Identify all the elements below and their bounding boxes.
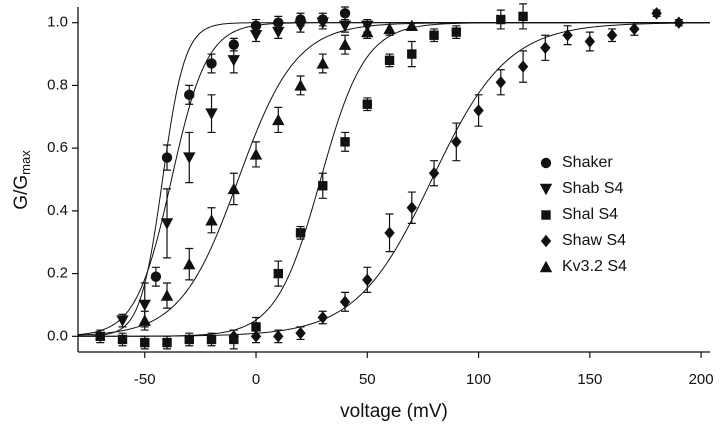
- data-point: [272, 113, 285, 126]
- y-axis-title-sub: max: [18, 150, 33, 175]
- fit-curve: [78, 22, 710, 336]
- data-point: [206, 334, 217, 345]
- y-tick-label: 0.0: [47, 327, 68, 344]
- fit-curve: [78, 22, 710, 337]
- data-point: [496, 14, 506, 25]
- legend-marker: [540, 234, 552, 248]
- y-axis-title-group: G/Gmax: [11, 150, 33, 210]
- data-point: [384, 226, 395, 240]
- data-point: [272, 26, 285, 39]
- fit-curve: [78, 22, 710, 336]
- y-tick-label: 1.0: [47, 14, 68, 31]
- x-axis-title: voltage (mV): [340, 401, 448, 422]
- legend-marker: [540, 157, 552, 169]
- data-point: [383, 22, 396, 35]
- data-point: [384, 55, 395, 66]
- legend-label: Shaw S4: [562, 232, 626, 249]
- data-point: [338, 38, 352, 50]
- data-point: [540, 41, 551, 54]
- y-axis-title: G/Gmax: [11, 150, 33, 210]
- data-point: [206, 58, 217, 69]
- data-point: [584, 35, 596, 48]
- data-point: [429, 30, 439, 40]
- data-point: [160, 289, 174, 301]
- data-point: [117, 334, 128, 345]
- data-point: [251, 322, 261, 332]
- data-point: [294, 79, 307, 91]
- data-point: [295, 326, 306, 340]
- data-point: [205, 108, 218, 120]
- y-tick-label: 0.8: [47, 76, 68, 93]
- data-point: [184, 334, 194, 345]
- data-point: [183, 257, 196, 270]
- x-tick-label: 150: [577, 371, 602, 388]
- data-point: [629, 22, 640, 36]
- y-tick-label: 0.4: [47, 202, 68, 219]
- x-tick-label: 50: [359, 371, 376, 388]
- data-point: [161, 152, 173, 163]
- legend-label: Shal S4: [562, 206, 618, 223]
- data-point: [428, 167, 440, 180]
- data-point: [250, 330, 262, 343]
- legend-label: Kv3.2 S4: [562, 258, 627, 275]
- data-point: [294, 20, 307, 33]
- x-tick-label: 100: [466, 371, 491, 388]
- data-point: [273, 330, 284, 343]
- data-point: [295, 228, 306, 238]
- data-point: [518, 11, 528, 22]
- data-point: [405, 19, 419, 32]
- data-point: [338, 20, 352, 33]
- data-point: [651, 7, 662, 20]
- data-point: [160, 218, 174, 230]
- y-tick-label: 0.6: [47, 139, 68, 156]
- data-point: [228, 330, 239, 343]
- legend-label: Shab S4: [562, 180, 623, 197]
- data-point: [517, 60, 529, 73]
- x-tick-label: 0: [252, 371, 260, 388]
- data-point: [451, 27, 462, 37]
- data-point: [317, 311, 328, 324]
- data-point: [273, 268, 283, 279]
- data-point: [138, 299, 151, 312]
- data-point: [316, 57, 329, 69]
- data-point: [316, 17, 329, 29]
- y-tick-label: 0.2: [47, 265, 68, 282]
- data-point: [140, 337, 150, 348]
- data-point: [116, 315, 129, 327]
- data-point: [227, 55, 240, 67]
- legend-marker: [539, 183, 553, 196]
- legend-label: Shaker: [562, 154, 613, 171]
- data-point: [361, 25, 374, 38]
- data-point: [162, 337, 172, 348]
- data-point: [340, 137, 350, 147]
- legend-marker: [539, 260, 553, 273]
- data-point: [138, 314, 151, 326]
- data-point: [339, 295, 351, 309]
- data-point: [606, 29, 618, 42]
- data-point: [473, 104, 484, 117]
- data-point: [451, 135, 462, 149]
- data-point: [362, 99, 372, 109]
- data-point: [183, 152, 196, 164]
- data-point: [205, 214, 218, 226]
- data-point: [407, 49, 417, 59]
- y-axis-title-main: G/G: [11, 175, 32, 210]
- data-point: [562, 29, 573, 42]
- data-point: [150, 271, 162, 282]
- x-tick-label: -50: [134, 371, 156, 388]
- data-point: [495, 76, 507, 89]
- data-point: [249, 30, 263, 42]
- data-point: [339, 8, 351, 19]
- data-point: [318, 181, 328, 191]
- data-point: [362, 273, 373, 287]
- data-point: [227, 182, 240, 195]
- x-tick-label: 200: [689, 371, 714, 388]
- data-point: [406, 201, 418, 214]
- data-point: [249, 148, 263, 160]
- legend-marker: [541, 210, 551, 220]
